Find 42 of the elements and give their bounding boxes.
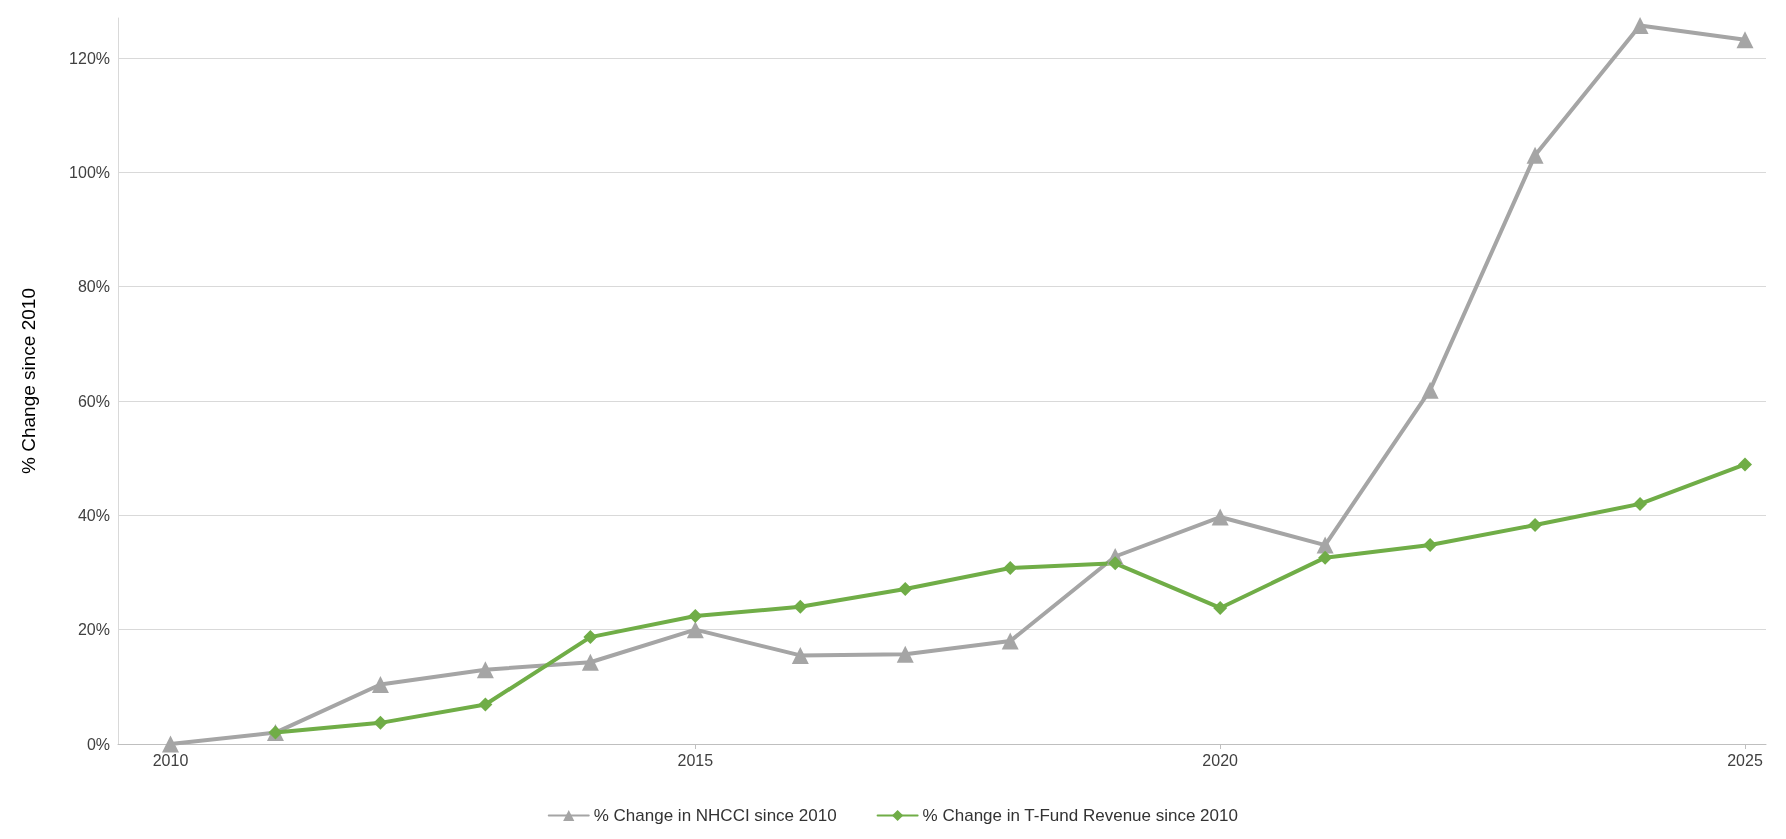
point bbox=[896, 645, 914, 663]
point bbox=[793, 599, 808, 614]
point bbox=[373, 715, 388, 730]
y-tick-label: 60% bbox=[77, 392, 110, 410]
point bbox=[1633, 496, 1648, 511]
legend-label: % Change in NHCCI since 2010 bbox=[593, 806, 837, 825]
y-tick-label: 120% bbox=[69, 49, 110, 67]
point bbox=[898, 582, 913, 597]
y-tick-label: 20% bbox=[77, 621, 110, 639]
point bbox=[1318, 550, 1333, 565]
point bbox=[583, 630, 598, 645]
point bbox=[1213, 600, 1228, 615]
point bbox=[688, 608, 703, 623]
y-tick-label: 80% bbox=[77, 278, 110, 296]
point bbox=[1526, 146, 1544, 164]
x-tick-label: 2025 bbox=[1727, 751, 1763, 769]
point bbox=[1528, 518, 1543, 533]
y-tick-label: 100% bbox=[69, 163, 110, 181]
point bbox=[1736, 31, 1754, 49]
point bbox=[371, 676, 389, 694]
legend-label: % Change in T-Fund Revenue since 2010 bbox=[922, 806, 1238, 825]
x-tick-label: 2010 bbox=[152, 751, 189, 769]
y-tick-label: 0% bbox=[86, 735, 110, 753]
point bbox=[581, 653, 599, 671]
x-tick-label: 2015 bbox=[677, 751, 714, 769]
point bbox=[791, 646, 809, 664]
y-tick-label: 40% bbox=[77, 506, 110, 524]
point bbox=[1003, 560, 1018, 575]
point bbox=[1211, 508, 1229, 526]
point bbox=[1001, 632, 1019, 650]
point bbox=[1631, 16, 1649, 34]
point bbox=[1421, 381, 1439, 399]
point bbox=[1738, 457, 1753, 472]
point bbox=[1316, 536, 1334, 554]
point bbox=[1423, 538, 1438, 553]
point bbox=[476, 661, 494, 679]
point bbox=[1108, 556, 1123, 571]
y-axis-title: % Change since 2010 bbox=[18, 288, 39, 474]
point bbox=[161, 735, 179, 753]
point bbox=[478, 697, 493, 712]
point bbox=[686, 621, 704, 639]
x-tick-label: 2020 bbox=[1202, 751, 1239, 769]
